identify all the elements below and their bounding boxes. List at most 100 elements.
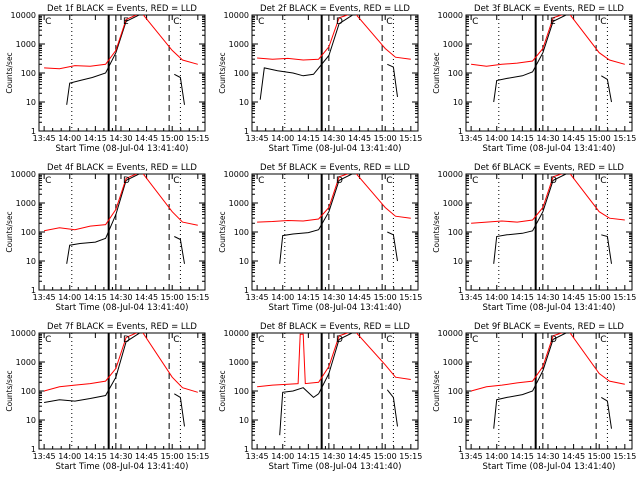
attenuator-marker: D [123, 335, 130, 345]
panel-title: Det 8f BLACK = Events, RED = LLD [260, 322, 410, 332]
panel-title: Det 9f BLACK = Events, RED = LLD [474, 322, 624, 332]
x-tick-label: 13:45 [246, 452, 269, 461]
y-tick-label: 1 [458, 445, 463, 454]
x-tick-label: 14:30 [322, 452, 345, 461]
x-tick-label: 15:00 [374, 452, 397, 461]
attenuator-marker: C [45, 17, 51, 27]
x-tick-label: 14:00 [271, 293, 294, 302]
x-tick-label: 14:15 [511, 293, 534, 302]
x-tick-label: 14:15 [511, 452, 534, 461]
x-tick-label: 14:00 [485, 293, 508, 302]
panel-title: Det 5f BLACK = Events, RED = LLD [260, 163, 410, 173]
y-tick-label: 10 [26, 98, 36, 107]
x-tick-label: 14:15 [297, 293, 320, 302]
y-tick-label: 100 [448, 228, 463, 237]
x-tick-label: 15:15 [186, 293, 209, 302]
y-tick-label: 10000 [11, 170, 36, 179]
x-axis-label: Start Time (08-Jul-04 13:41:40) [483, 303, 616, 313]
x-tick-label: 14:00 [58, 134, 81, 143]
x-tick-label: 13:45 [246, 293, 269, 302]
x-tick-label: 13:45 [33, 134, 56, 143]
attenuator-marker: C [472, 17, 478, 27]
x-tick-label: 14:15 [297, 134, 320, 143]
x-axis-label: Start Time (08-Jul-04 13:41:40) [269, 462, 402, 472]
x-tick-label: 15:15 [186, 452, 209, 461]
y-tick-label: 10 [239, 257, 249, 266]
x-tick-label: 15:00 [374, 293, 397, 302]
y-tick-label: 1000 [443, 40, 463, 49]
events-series-line [279, 333, 354, 436]
attenuator-marker: C [258, 17, 264, 27]
events-series-line [493, 174, 568, 264]
y-axis-label: Counts/sec [5, 211, 14, 252]
panel-7: Det 7f BLACK = Events, RED = LLD 1 10 100 10… [5, 322, 209, 472]
y-tick-label: 10000 [11, 329, 36, 338]
attenuator-marker: D [336, 335, 343, 345]
x-tick-label: 14:15 [84, 134, 107, 143]
attenuator-marker: D [550, 335, 557, 345]
x-tick-label: 14:15 [511, 134, 534, 143]
attenuator-marker: C [386, 176, 392, 186]
attenuator-marker: D [336, 17, 343, 27]
x-tick-label: 14:00 [485, 134, 508, 143]
attenuator-marker: D [123, 176, 130, 186]
x-tick-label: 15:15 [186, 134, 209, 143]
x-tick-label: 14:15 [84, 452, 107, 461]
panel-2: Det 2f BLACK = Events, RED = LLD 1 10 100 10… [218, 4, 422, 154]
events-series-line [66, 174, 141, 264]
y-tick-label: 100 [21, 387, 36, 396]
events-series-line [174, 236, 185, 264]
y-tick-label: 100 [21, 69, 36, 78]
x-tick-label: 14:15 [84, 293, 107, 302]
x-tick-label: 14:45 [135, 452, 158, 461]
x-tick-label: 14:45 [135, 293, 158, 302]
x-tick-label: 15:15 [399, 293, 422, 302]
x-tick-label: 15:00 [161, 134, 184, 143]
y-tick-label: 10000 [438, 11, 463, 20]
y-tick-label: 10000 [438, 329, 463, 338]
attenuator-marker: C [258, 335, 264, 345]
attenuator-marker: C [173, 335, 179, 345]
attenuator-marker: C [472, 176, 478, 186]
x-tick-label: 15:15 [613, 293, 636, 302]
attenuator-marker: C [386, 17, 392, 27]
x-tick-label: 14:30 [536, 293, 559, 302]
y-tick-label: 1 [244, 445, 249, 454]
x-axis-label: Start Time (08-Jul-04 13:41:40) [56, 303, 189, 313]
y-tick-label: 100 [448, 387, 463, 396]
y-axis-label: Counts/sec [5, 370, 14, 411]
x-tick-label: 13:45 [246, 134, 269, 143]
panel-5: Det 5f BLACK = Events, RED = LLD 1 10 100 10… [218, 163, 422, 313]
x-axis-label: Start Time (08-Jul-04 13:41:40) [269, 144, 402, 154]
plot-frame [251, 14, 419, 132]
lld-series-line [471, 15, 625, 67]
y-tick-label: 100 [234, 228, 249, 237]
x-axis-label: Start Time (08-Jul-04 13:41:40) [269, 303, 402, 313]
x-tick-label: 13:45 [460, 134, 483, 143]
events-series-line [44, 333, 141, 403]
y-tick-label: 1000 [16, 40, 36, 49]
y-tick-label: 1 [31, 286, 36, 295]
x-tick-label: 15:00 [161, 452, 184, 461]
y-tick-label: 1000 [443, 199, 463, 208]
attenuator-marker: C [600, 335, 606, 345]
x-tick-label: 14:00 [271, 452, 294, 461]
y-tick-label: 10000 [11, 11, 36, 20]
y-tick-label: 10 [26, 416, 36, 425]
x-tick-label: 15:00 [374, 134, 397, 143]
x-tick-label: 14:15 [297, 452, 320, 461]
x-tick-label: 15:15 [613, 452, 636, 461]
attenuator-marker: C [472, 335, 478, 345]
y-tick-label: 100 [21, 228, 36, 237]
attenuator-marker: D [336, 176, 343, 186]
panel-9: Det 9f BLACK = Events, RED = LLD 1 10 100 10… [432, 322, 636, 472]
attenuator-marker: C [173, 176, 179, 186]
panel-6: Det 6f BLACK = Events, RED = LLD 1 10 100 10… [432, 163, 636, 313]
panel-title: Det 7f BLACK = Events, RED = LLD [47, 322, 197, 332]
x-tick-label: 13:45 [33, 452, 56, 461]
y-tick-label: 1000 [229, 199, 249, 208]
x-tick-label: 14:45 [348, 134, 371, 143]
y-tick-label: 10 [453, 257, 463, 266]
x-axis-label: Start Time (08-Jul-04 13:41:40) [56, 462, 189, 472]
y-tick-label: 10000 [438, 170, 463, 179]
